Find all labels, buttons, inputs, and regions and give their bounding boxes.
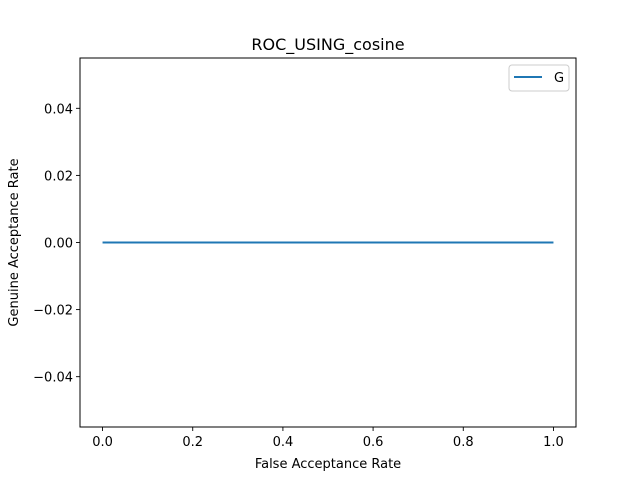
x-tick-label: 0.6 <box>363 435 384 450</box>
legend-label-g: G <box>554 71 564 86</box>
y-tick-label: 0.04 <box>44 102 73 117</box>
y-axis-ticks: −0.04 −0.02 0.00 0.02 0.04 <box>33 102 80 386</box>
y-tick-label: 0.00 <box>44 237 73 252</box>
y-tick-label: 0.02 <box>44 169 73 184</box>
x-tick-label: 0.8 <box>453 435 474 450</box>
y-axis-title: Genuine Acceptance Rate <box>7 158 22 326</box>
x-tick-label: 0.0 <box>92 435 113 450</box>
x-axis-title: False Acceptance Rate <box>255 457 401 472</box>
y-tick-label: −0.04 <box>33 371 73 386</box>
y-tick-label: −0.02 <box>33 304 73 319</box>
chart-title: ROC_USING_cosine <box>251 35 404 55</box>
x-axis-ticks: 0.0 0.2 0.4 0.6 0.8 1.0 <box>92 427 564 450</box>
legend: G <box>508 64 570 92</box>
x-tick-label: 1.0 <box>543 435 564 450</box>
x-tick-label: 0.4 <box>273 435 294 450</box>
x-tick-label: 0.2 <box>182 435 203 450</box>
